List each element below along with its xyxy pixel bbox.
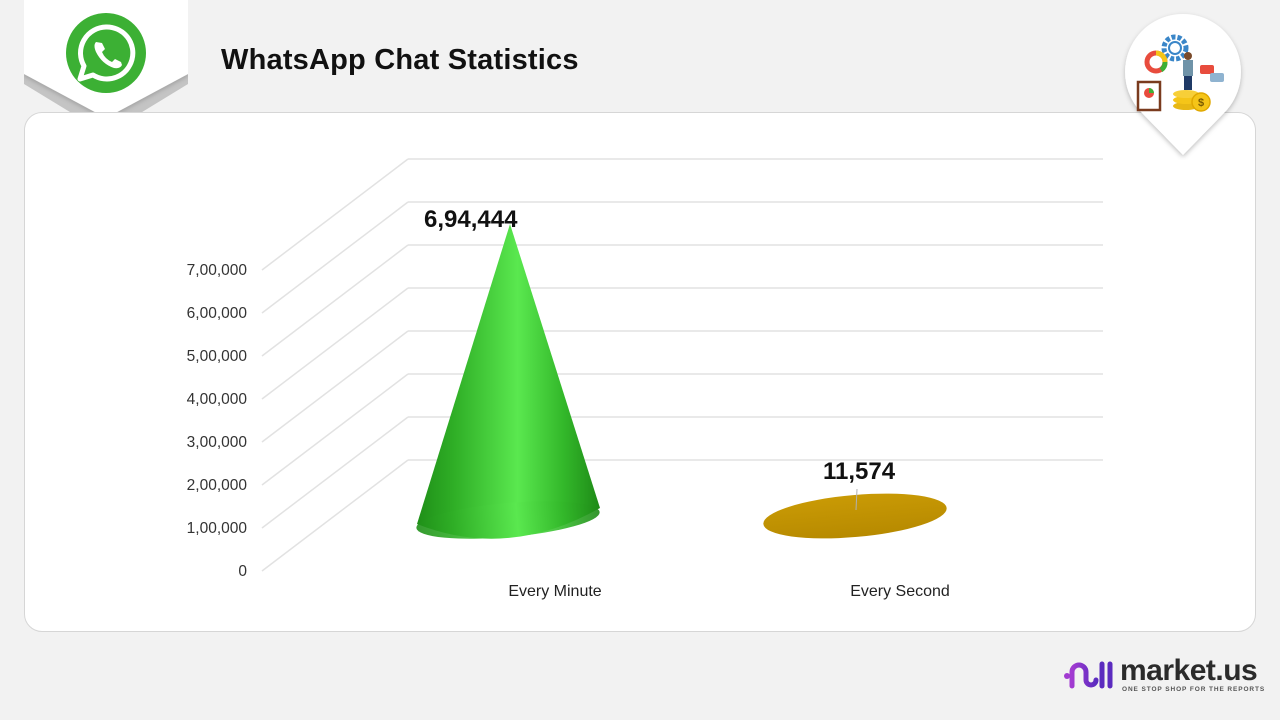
cone-every-second (763, 488, 947, 539)
y-tick: 3,00,000 (186, 434, 247, 451)
whatsapp-logo-icon (66, 13, 146, 93)
chart-card (24, 112, 1256, 632)
data-label-every-minute: 6,94,444 (424, 206, 518, 233)
y-tick: 1,00,000 (186, 520, 247, 537)
x-label-every-second: Every Second (850, 583, 950, 600)
whatsapp-badge (24, 0, 188, 136)
page-title: WhatsApp Chat Statistics (221, 44, 579, 76)
data-label-every-second: 11,574 (823, 458, 896, 485)
y-tick: 7,00,000 (186, 262, 247, 279)
analytics-illustration-icon: $ (1118, 10, 1248, 160)
gridlines (261, 158, 1103, 572)
svg-text:$: $ (1198, 97, 1204, 109)
market-us-icon (1064, 661, 1113, 689)
brand-name: market.us (1120, 654, 1258, 687)
cone-every-minute (416, 224, 600, 539)
y-tick: 5,00,000 (186, 348, 247, 365)
brand-tagline: ONE STOP SHOP FOR THE REPORTS (1122, 686, 1266, 693)
market-us-logo: market.us ONE STOP SHOP FOR THE REPORTS (1062, 654, 1266, 696)
x-label-every-minute: Every Minute (508, 583, 602, 600)
y-tick: 0 (238, 563, 247, 580)
y-tick: 2,00,000 (186, 477, 247, 494)
y-tick: 6,00,000 (186, 305, 247, 322)
y-tick: 4,00,000 (186, 391, 247, 408)
